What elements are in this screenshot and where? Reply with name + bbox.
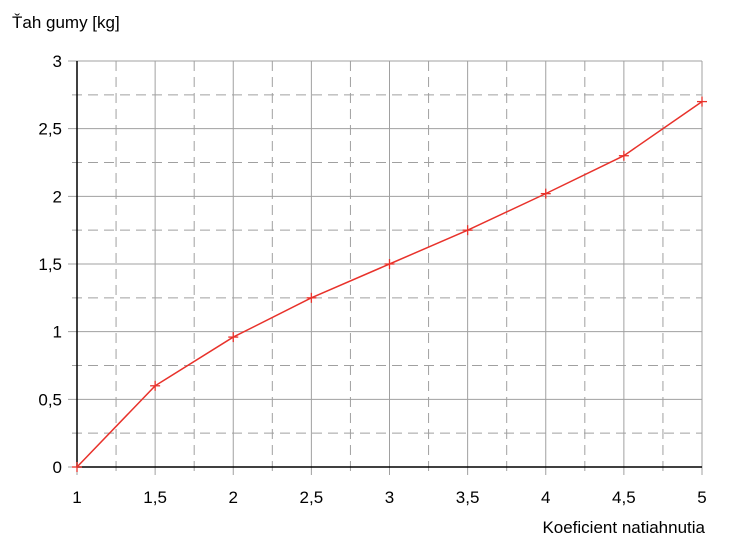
y-tick-label: 2,5	[38, 120, 62, 139]
x-tick-label: 1,5	[143, 488, 167, 507]
data-point	[618, 150, 629, 161]
y-tick-label: 0,5	[38, 390, 62, 409]
x-tick-label: 3,5	[456, 488, 480, 507]
x-tick-label: 2	[229, 488, 238, 507]
data-point	[384, 259, 395, 269]
data-point	[697, 96, 707, 107]
grid	[68, 60, 703, 475]
data-point	[540, 188, 551, 199]
tick-labels: 1 1,5 2 2,5 3 3,5 4 4,5 5 0 0,5 1 1,5 2 2,5 3	[38, 52, 706, 507]
x-tick-label: 4,5	[612, 488, 636, 507]
x-tick-label: 4	[541, 488, 550, 507]
data-point	[228, 332, 239, 343]
x-axis-label: Koeficient natiahnutia	[542, 518, 705, 537]
series-layer	[72, 96, 707, 472]
data-point	[306, 292, 317, 303]
y-tick-label: 1	[53, 323, 62, 342]
y-tick-label: 2	[53, 187, 62, 206]
y-tick-label: 3	[53, 52, 62, 71]
axes	[76, 61, 702, 468]
x-tick-label: 2,5	[300, 488, 324, 507]
data-point	[462, 225, 473, 236]
data-point	[72, 462, 82, 472]
x-tick-label: 1	[72, 488, 81, 507]
x-tick-label: 5	[697, 488, 706, 507]
y-tick-label: 1,5	[38, 255, 62, 274]
x-tick-label: 3	[385, 488, 394, 507]
y-tick-label: 0	[53, 458, 62, 477]
y-axis-label: Ťah gumy [kg]	[12, 13, 120, 32]
data-point	[150, 380, 161, 391]
